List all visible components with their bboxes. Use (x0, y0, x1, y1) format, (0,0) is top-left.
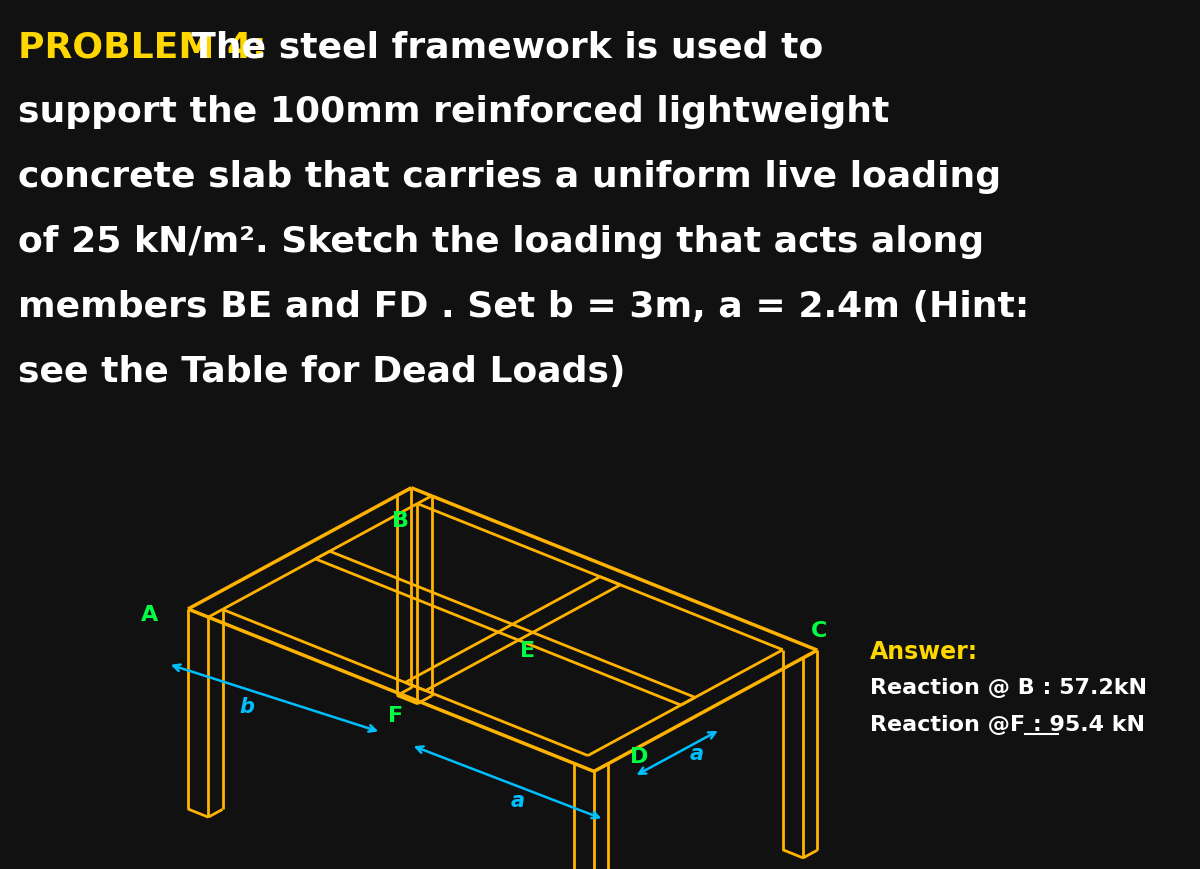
Text: B: B (392, 510, 409, 530)
Text: F: F (388, 705, 403, 725)
Text: members BE and FD . Set b = 3m, a = 2.4m (Hint:: members BE and FD . Set b = 3m, a = 2.4m… (18, 289, 1030, 323)
Text: b: b (239, 696, 254, 716)
Text: see the Table for Dead Loads): see the Table for Dead Loads) (18, 355, 625, 388)
Text: a: a (690, 743, 704, 763)
Text: A: A (142, 604, 158, 624)
Text: a: a (510, 791, 524, 811)
Text: E: E (520, 640, 535, 660)
Text: Reaction @F : 95.4 kN: Reaction @F : 95.4 kN (870, 714, 1145, 734)
Text: concrete slab that carries a uniform live loading: concrete slab that carries a uniform liv… (18, 160, 1001, 194)
Text: support the 100mm reinforced lightweight: support the 100mm reinforced lightweight (18, 95, 889, 129)
Text: Answer:: Answer: (870, 640, 978, 663)
Text: PROBLEM 4:: PROBLEM 4: (18, 30, 266, 64)
Text: D: D (630, 746, 648, 766)
Text: C: C (811, 620, 828, 640)
Text: Reaction @ B : 57.2kN: Reaction @ B : 57.2kN (870, 677, 1147, 697)
Text: of 25 kN/m². Sketch the loading that acts along: of 25 kN/m². Sketch the loading that act… (18, 225, 984, 259)
Text: The steel framework is used to: The steel framework is used to (166, 30, 823, 64)
